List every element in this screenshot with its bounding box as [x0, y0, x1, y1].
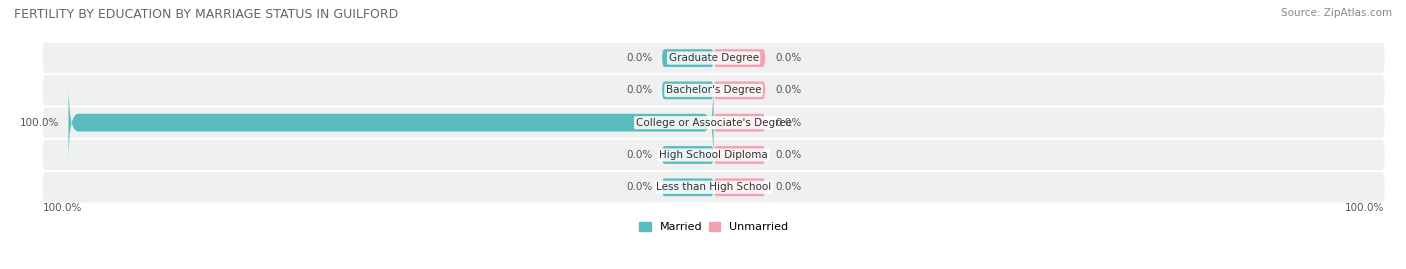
FancyBboxPatch shape	[714, 82, 765, 99]
FancyBboxPatch shape	[662, 82, 714, 99]
Text: 100.0%: 100.0%	[20, 118, 59, 128]
Text: 0.0%: 0.0%	[626, 182, 652, 192]
Legend: Married, Unmarried: Married, Unmarried	[636, 217, 792, 236]
Text: 100.0%: 100.0%	[1346, 203, 1385, 213]
FancyBboxPatch shape	[662, 49, 714, 67]
FancyBboxPatch shape	[42, 75, 1385, 105]
Text: High School Diploma: High School Diploma	[659, 150, 768, 160]
FancyBboxPatch shape	[42, 172, 1385, 203]
FancyBboxPatch shape	[714, 49, 765, 67]
Text: 0.0%: 0.0%	[775, 118, 801, 128]
Text: 0.0%: 0.0%	[775, 182, 801, 192]
Text: FERTILITY BY EDUCATION BY MARRIAGE STATUS IN GUILFORD: FERTILITY BY EDUCATION BY MARRIAGE STATU…	[14, 8, 398, 21]
Text: 0.0%: 0.0%	[626, 85, 652, 95]
FancyBboxPatch shape	[714, 146, 765, 164]
FancyBboxPatch shape	[42, 140, 1385, 170]
Text: Source: ZipAtlas.com: Source: ZipAtlas.com	[1281, 8, 1392, 18]
Text: 0.0%: 0.0%	[775, 150, 801, 160]
FancyBboxPatch shape	[42, 43, 1385, 73]
FancyBboxPatch shape	[69, 83, 714, 162]
FancyBboxPatch shape	[42, 108, 1385, 138]
Text: 0.0%: 0.0%	[775, 85, 801, 95]
Text: Graduate Degree: Graduate Degree	[668, 53, 759, 63]
Text: Bachelor's Degree: Bachelor's Degree	[666, 85, 762, 95]
FancyBboxPatch shape	[662, 146, 714, 164]
Text: 0.0%: 0.0%	[626, 53, 652, 63]
Text: College or Associate's Degree: College or Associate's Degree	[636, 118, 792, 128]
Text: 0.0%: 0.0%	[626, 150, 652, 160]
Text: 100.0%: 100.0%	[42, 203, 82, 213]
FancyBboxPatch shape	[714, 178, 765, 196]
Text: Less than High School: Less than High School	[657, 182, 772, 192]
FancyBboxPatch shape	[714, 114, 765, 132]
Text: 0.0%: 0.0%	[775, 53, 801, 63]
FancyBboxPatch shape	[662, 178, 714, 196]
